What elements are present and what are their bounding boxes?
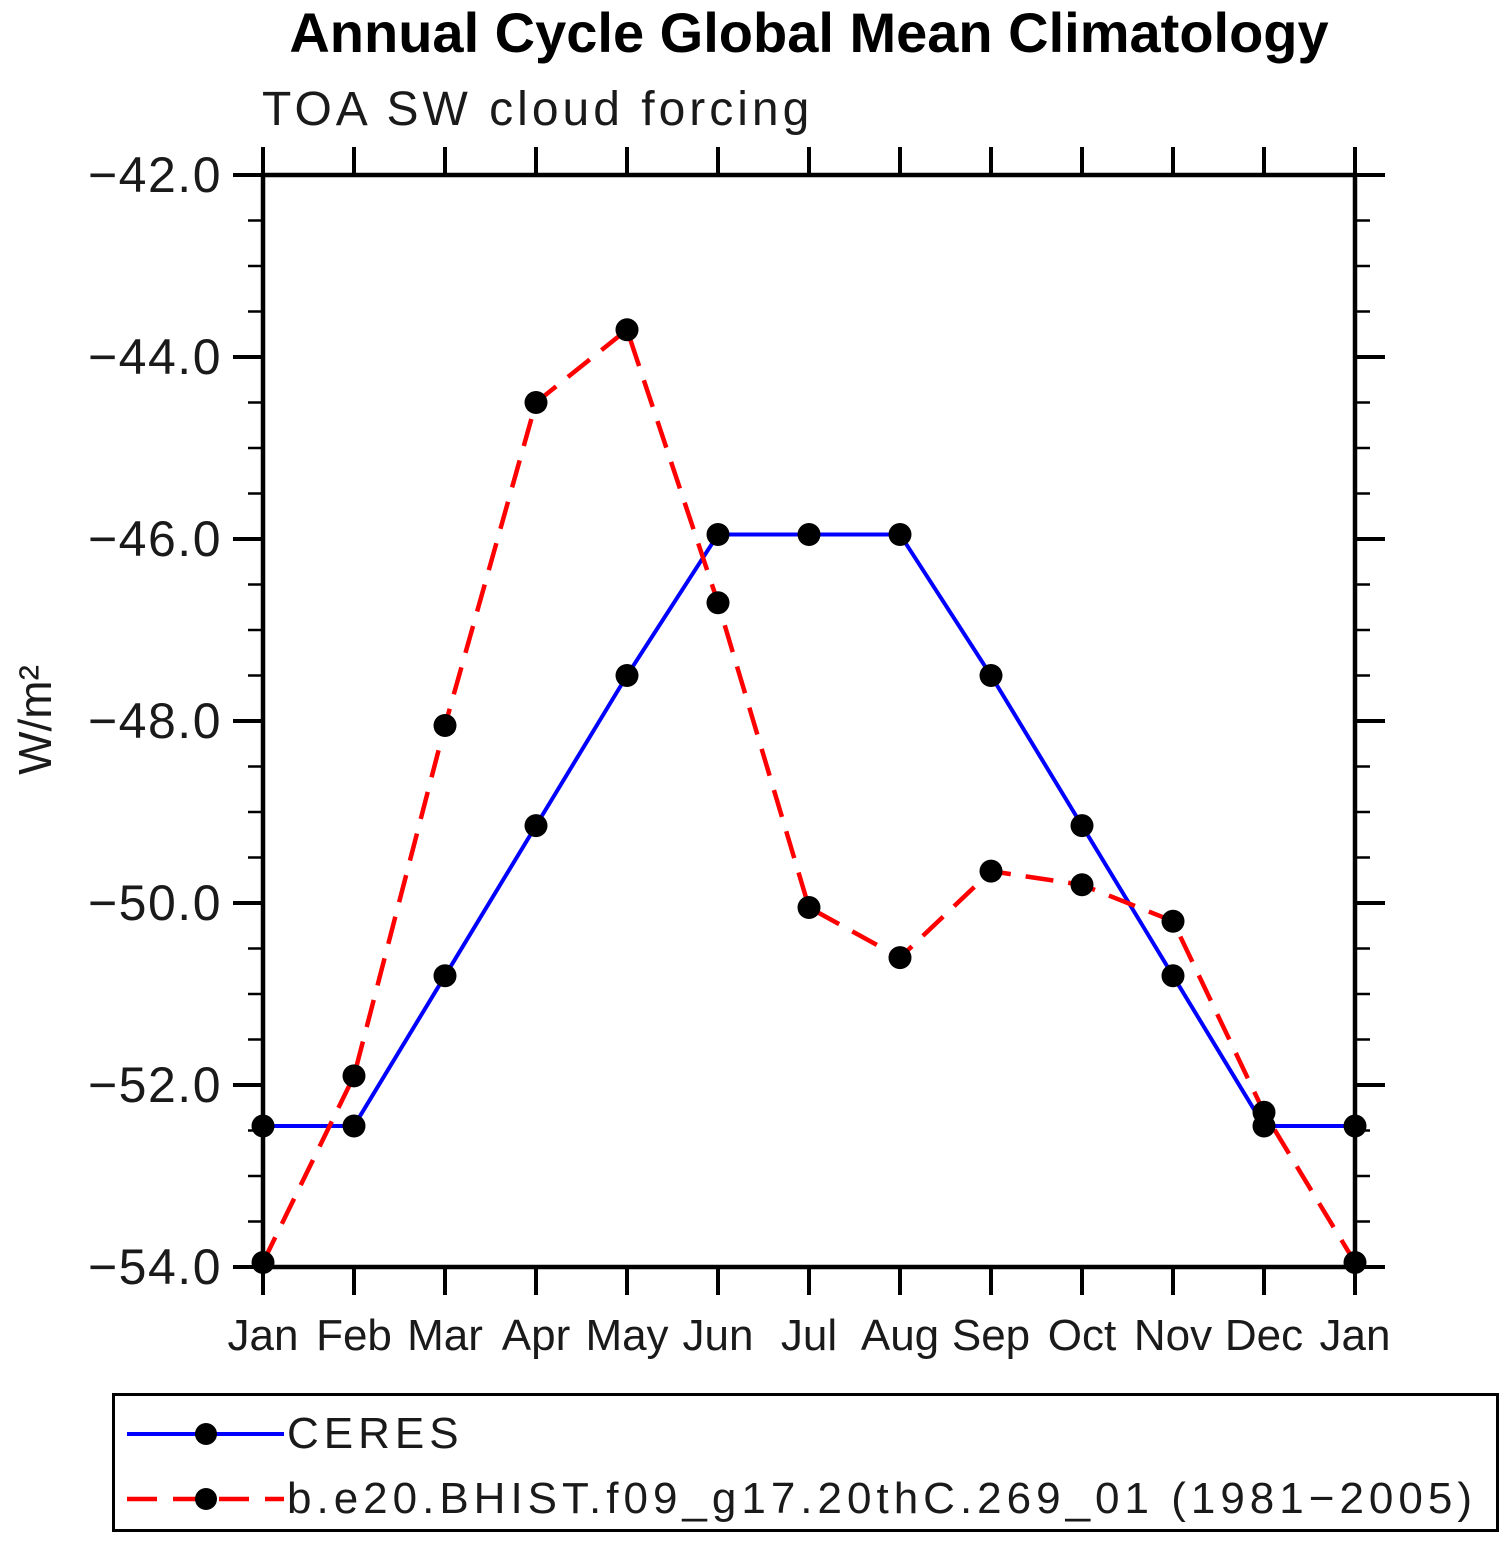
data-point-marker [1161, 909, 1185, 933]
y-tick-label: −54.0 [88, 1239, 222, 1295]
data-point-marker [524, 391, 548, 414]
data-point-marker [615, 318, 639, 342]
legend-label-model: b.e20.BHIST.f09_g17.20thC.269_01 (1981−2… [287, 1474, 1477, 1523]
x-tick-label: Jan [1320, 1311, 1391, 1360]
data-point-marker [342, 1114, 366, 1138]
y-axis-title: W/m² [9, 665, 61, 775]
data-point-marker [706, 591, 730, 615]
x-tick-label: Sep [952, 1311, 1030, 1360]
x-tick-label: Apr [502, 1311, 570, 1360]
x-tick-label: May [585, 1311, 668, 1360]
data-point-marker [979, 859, 1003, 883]
data-point-marker [1070, 814, 1094, 838]
data-point-marker [615, 664, 639, 687]
legend: CERES b.e20.BHIST.f09_g17.20thC.269_01 (… [112, 1393, 1499, 1532]
x-tick-label: Feb [316, 1311, 392, 1360]
x-tick-label: Jul [781, 1311, 837, 1360]
x-tick-label: Dec [1225, 1311, 1303, 1360]
data-point-marker [888, 522, 912, 546]
data-point-marker [1343, 1114, 1367, 1138]
data-point-marker [1252, 1100, 1276, 1124]
data-point-marker [706, 522, 730, 546]
x-tick-label: Nov [1134, 1311, 1212, 1360]
data-point-marker [1070, 873, 1094, 897]
y-tick-label: −48.0 [88, 693, 222, 749]
series-line-0 [263, 532, 1355, 1128]
data-point-marker [1161, 964, 1185, 988]
data-point-marker [433, 964, 457, 988]
data-point-marker [251, 1250, 275, 1274]
y-tick-label: −50.0 [88, 875, 222, 931]
y-tick-label: −52.0 [88, 1057, 222, 1113]
data-point-marker [251, 1114, 275, 1138]
legend-item-model: b.e20.BHIST.f09_g17.20thC.269_01 (1981−2… [121, 1469, 1477, 1529]
chart-title: Annual Cycle Global Mean Climatology [289, 1, 1329, 64]
y-tick-label: −46.0 [88, 511, 222, 567]
data-point-marker [797, 896, 821, 920]
x-tick-label: Mar [407, 1311, 483, 1360]
data-point-marker [342, 1064, 366, 1088]
data-point-marker [433, 714, 457, 738]
x-tick-label: Oct [1048, 1311, 1116, 1360]
legend-line-model [127, 1488, 284, 1510]
data-point-marker [524, 814, 548, 838]
chart-subtitle: TOA SW cloud forcing [262, 83, 814, 136]
x-tick-label: Jun [683, 1311, 754, 1360]
plot-frame [260, 172, 1358, 1270]
legend-label-ceres: CERES [287, 1409, 464, 1458]
y-tick-label: −44.0 [88, 329, 222, 385]
series-line-1 [260, 325, 1357, 1264]
y-tick-label: −42.0 [88, 147, 222, 203]
x-tick-label: Jan [228, 1311, 299, 1360]
legend-item-ceres: CERES [121, 1404, 464, 1464]
data-point-marker [1343, 1250, 1367, 1274]
data-point-marker [888, 946, 912, 970]
data-point-marker [797, 522, 821, 546]
data-point-marker [979, 664, 1003, 687]
legend-line-ceres [127, 1423, 284, 1445]
x-tick-label: Aug [861, 1311, 939, 1360]
